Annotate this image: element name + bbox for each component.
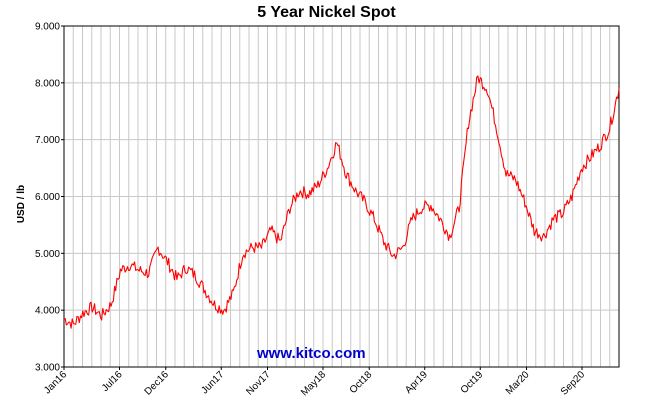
watermark: www.kitco.com — [257, 345, 366, 362]
x-tick-label: Apr19 — [403, 369, 430, 396]
x-tick-label: Oct19 — [459, 369, 486, 396]
x-tick-label: Dec16 — [143, 369, 172, 398]
y-tick-label: 5.000 — [35, 249, 60, 260]
x-tick-label: Mar20 — [504, 369, 532, 397]
y-tick-label: 8.000 — [35, 78, 60, 89]
x-tick-label: Nov17 — [244, 369, 273, 398]
series-line — [63, 75, 620, 329]
chart-title: 5 Year Nickel Spot — [257, 4, 396, 21]
x-tick-label: Sep20 — [559, 369, 588, 398]
y-tick-label: 9.000 — [35, 22, 60, 33]
x-tick-label: May18 — [299, 369, 328, 398]
x-tick-label: Jun17 — [199, 369, 226, 396]
y-tick-label: 7.000 — [35, 135, 60, 146]
y-tick-label: 3.000 — [35, 363, 60, 374]
x-tick-label: Jul16 — [100, 369, 125, 394]
x-tick-label: Oct18 — [348, 369, 375, 396]
y-tick-label: 4.000 — [35, 306, 60, 317]
y-tick-label: 6.000 — [35, 192, 60, 203]
